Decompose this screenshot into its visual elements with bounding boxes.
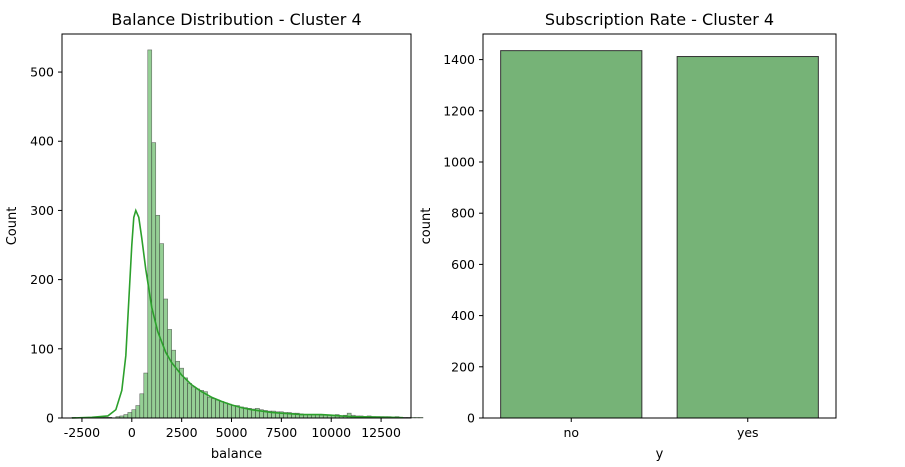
histogram-bar [143, 372, 149, 419]
histogram-bar [227, 403, 232, 419]
histogram-bar [159, 243, 165, 419]
histogram-bar [223, 402, 228, 419]
histogram-bar [167, 329, 172, 419]
bar-chart-xlabel: y [656, 447, 664, 462]
histogram-bar [219, 401, 224, 419]
histogram-bar [414, 417, 420, 419]
histogram-y-tick-label: 200 [30, 272, 54, 287]
histogram-bar [135, 405, 141, 419]
histogram-bar [191, 386, 196, 419]
histogram-x-tick-label: 10000 [311, 425, 351, 440]
bar-x-tick-label: no [563, 425, 579, 440]
bar-y-tick-label: 400 [451, 308, 475, 323]
histogram-bar [171, 349, 176, 419]
bar-y-tick-label: 1000 [443, 155, 475, 170]
histogram-y-tick-label: 300 [30, 203, 54, 218]
bar-no [500, 50, 643, 419]
histogram-bar [127, 412, 133, 419]
histogram-x-tick-label: 12500 [361, 425, 401, 440]
histogram-ylabel: Count [5, 207, 20, 246]
histogram-bar [199, 390, 204, 419]
histogram-bars [71, 49, 424, 419]
bar-y-tick-label: 0 [467, 411, 475, 426]
histogram-xlabel: balance [211, 447, 262, 462]
histogram-y-tick-label: 500 [30, 65, 54, 80]
histogram-x-tick-label: 5000 [216, 425, 248, 440]
histogram-x-tick-label: -2500 [64, 425, 100, 440]
histogram-bar [207, 396, 212, 419]
histogram-bar [163, 298, 168, 419]
histogram-bar [195, 388, 200, 419]
histogram-bar [187, 383, 192, 419]
bar-chart-bars [500, 50, 819, 419]
kde-curve [71, 208, 404, 419]
bar-chart-ylabel: count [419, 208, 434, 245]
histogram-x-tick-label: 2500 [166, 425, 198, 440]
bar-y-tick-label: 1400 [443, 52, 475, 67]
histogram-bar [147, 49, 153, 419]
bar-chart-title: Subscription Rate - Cluster 4 [545, 10, 774, 29]
histogram-bar [123, 414, 129, 419]
histogram-bar [131, 409, 137, 419]
histogram-y-tick-label: 0 [46, 411, 54, 426]
histogram-bar [155, 214, 161, 419]
histogram-title: Balance Distribution - Cluster 4 [111, 10, 361, 29]
histogram-bar [203, 391, 208, 419]
histogram-bar [215, 399, 220, 419]
histogram-bar [183, 377, 188, 419]
histogram-x-tick-label: 0 [128, 425, 136, 440]
histogram-axes-frame [61, 33, 412, 419]
histogram-y-ticks: 0 100 200 300 400 500 [30, 65, 62, 426]
histogram-y-tick-label: 100 [30, 341, 54, 356]
bar-y-tick-label: 200 [451, 359, 475, 374]
histogram-y-tick-label: 400 [30, 134, 54, 149]
histogram-bar [410, 417, 416, 419]
histogram-bar [139, 393, 145, 419]
bar-x-tick-label: yes [737, 425, 759, 440]
bar-chart-y-ticks: 0 200 400 600 800 1000 1200 1400 [443, 52, 483, 426]
histogram-bar [151, 142, 157, 419]
bar-panel: Subscription Rate - Cluster 4 no yes 0 200… [419, 10, 837, 462]
bar-yes [676, 56, 819, 419]
histogram-bar [211, 398, 216, 419]
bar-chart-axes-frame [482, 33, 837, 419]
histogram-panel: Balance Distribution - Cluster 4 -2500 0 2… [5, 10, 424, 462]
bar-y-tick-label: 600 [451, 257, 475, 272]
histogram-bar [418, 417, 424, 419]
bar-y-tick-label: 800 [451, 206, 475, 221]
histogram-x-tick-label: 7500 [265, 425, 297, 440]
histogram-x-ticks: -2500 0 2500 5000 7500 10000 12500 [64, 418, 401, 440]
bar-chart-x-ticks: no yes [563, 418, 759, 440]
bar-y-tick-label: 1200 [443, 103, 475, 118]
histogram-bar [231, 405, 236, 419]
